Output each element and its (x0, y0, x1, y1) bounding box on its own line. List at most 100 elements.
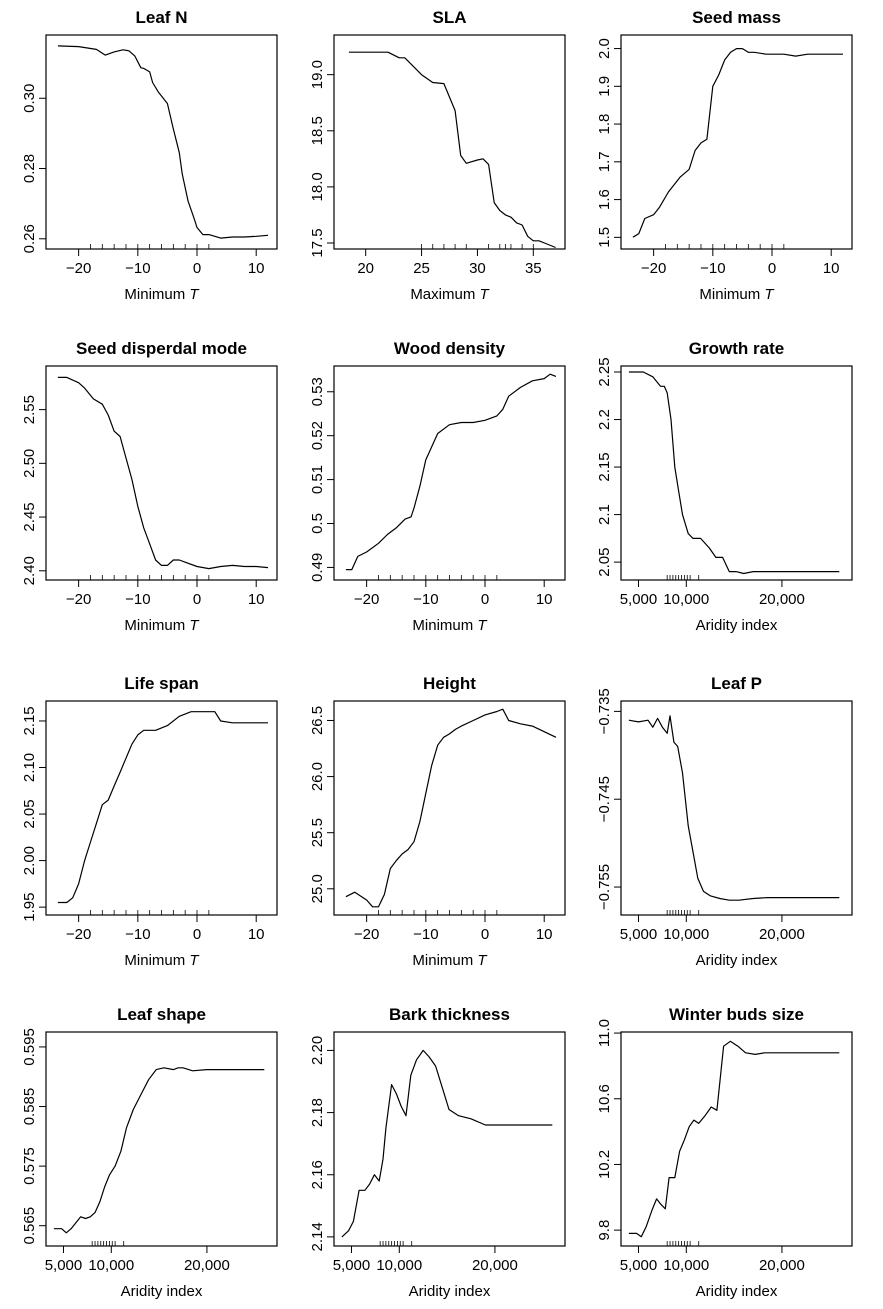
plot-frame (45, 1031, 278, 1247)
y-tick-label: −0.745 (596, 776, 613, 822)
x-tick-label: 10 (536, 591, 553, 608)
x-axis-label: Minimum T (124, 952, 200, 969)
x-tick-label: 20,000 (759, 1257, 805, 1274)
partial-dependence-line (628, 371, 840, 575)
y-tick-label: 1.8 (596, 114, 613, 135)
x-axis-label-text: Minimum (412, 952, 473, 969)
panel-title: Wood density (394, 339, 506, 358)
panel-title: Height (423, 674, 476, 693)
y-tick-label: 0.585 (21, 1088, 38, 1126)
x-tick-label: 20,000 (759, 591, 805, 608)
y-tick-label: 2.50 (21, 449, 38, 478)
partial-dependence-line (345, 373, 557, 571)
y-tick-label: 18.5 (309, 116, 326, 145)
y-tick-label: 1.9 (596, 76, 613, 97)
x-axis-label: Minimum T (124, 617, 200, 634)
y-tick-label: 2.16 (309, 1160, 326, 1189)
y-tick-label: 2.20 (309, 1036, 326, 1065)
x-tick-label: −10 (700, 260, 725, 277)
x-tick-label: −20 (354, 926, 379, 943)
x-axis-label: Minimum T (412, 952, 488, 969)
x-axis-label: Aridity index (696, 952, 778, 969)
y-tick-label: 2.15 (21, 706, 38, 735)
x-tick-label: 10,000 (663, 926, 709, 943)
x-axis-label-text: Aridity index (409, 1283, 491, 1300)
y-tick-label: 11.0 (596, 1019, 613, 1047)
partial-dependence-line (341, 1049, 553, 1238)
y-tick-label: 2.15 (596, 452, 613, 481)
y-tick-label: 10.2 (596, 1150, 613, 1179)
x-axis-label-variable: T (189, 286, 200, 303)
partial-dependence-line (57, 45, 269, 239)
x-axis-label-text: Minimum (124, 286, 185, 303)
y-tick-label: 2.45 (21, 502, 38, 531)
panel-title: Leaf P (711, 674, 762, 693)
y-tick-label: 26.5 (309, 706, 326, 735)
x-tick-label: −20 (66, 260, 91, 277)
y-tick-label: 26.0 (309, 762, 326, 791)
partial-dependence-line (345, 708, 557, 908)
x-tick-label: 35 (525, 260, 542, 277)
x-axis-label-text: Minimum (124, 617, 185, 634)
x-tick-label: 0 (193, 926, 201, 943)
x-tick-label: 20,000 (472, 1257, 518, 1274)
x-tick-label: 0 (193, 260, 201, 277)
y-tick-label: 0.30 (21, 84, 38, 113)
chart-panel-4: Seed disperdal mode −20 −10 0 10 2.40 2.45 2.50… (21, 339, 278, 634)
y-tick-label: −0.735 (596, 688, 613, 734)
x-tick-label: 30 (469, 260, 486, 277)
x-tick-label: −20 (66, 926, 91, 943)
x-axis-label: Maximum T (410, 286, 490, 303)
y-tick-label: 2.05 (596, 548, 613, 577)
x-axis-label-variable: T (189, 952, 200, 969)
y-tick-label: 0.49 (309, 553, 326, 582)
x-tick-label: −10 (125, 926, 150, 943)
x-tick-label: 0 (481, 591, 489, 608)
y-tick-label: 1.5 (596, 227, 613, 248)
panel-title: Growth rate (689, 339, 784, 358)
partial-dependence-line (348, 51, 556, 249)
x-tick-label: 10,000 (663, 591, 709, 608)
chart-panel-8: Height −20 −10 0 10 25.0 25.5 26.0 26.5 Minimum T (309, 674, 566, 969)
x-tick-label: 10,000 (376, 1257, 422, 1274)
x-axis-label-text: Aridity index (696, 1283, 778, 1300)
x-axis-label-text: Minimum (699, 286, 760, 303)
y-tick-label: 19.0 (309, 60, 326, 89)
partial-dependence-line (628, 715, 840, 901)
x-axis-label: Aridity index (121, 1283, 203, 1300)
x-axis-label: Minimum T (699, 286, 775, 303)
x-axis-label: Aridity index (696, 1283, 778, 1300)
x-tick-label: 10 (248, 591, 265, 608)
x-axis-label-text: Minimum (124, 952, 185, 969)
x-tick-label: −10 (125, 260, 150, 277)
x-tick-label: −20 (641, 260, 666, 277)
y-tick-label: 0.53 (309, 377, 326, 406)
x-tick-label: 10 (823, 260, 840, 277)
x-axis-label-variable: T (477, 952, 488, 969)
x-tick-label: 0 (481, 926, 489, 943)
x-axis-label-text: Maximum (410, 286, 475, 303)
plot-frame (333, 365, 566, 581)
x-tick-label: −10 (125, 591, 150, 608)
plot-frame (620, 34, 853, 250)
y-tick-label: 1.95 (21, 893, 38, 922)
x-tick-label: 10,000 (663, 1257, 709, 1274)
x-axis-label-text: Aridity index (696, 952, 778, 969)
plot-frame (333, 1031, 566, 1247)
x-axis-label-variable: T (477, 617, 488, 634)
x-tick-label: 10 (248, 260, 265, 277)
y-tick-label: 0.26 (21, 224, 38, 253)
x-axis-label: Minimum T (412, 617, 488, 634)
panel-title: Seed mass (692, 8, 781, 27)
x-axis-label: Minimum T (124, 286, 200, 303)
x-tick-label: 10 (248, 926, 265, 943)
x-tick-label: −10 (413, 926, 438, 943)
y-tick-label: 2.0 (596, 38, 613, 59)
y-tick-label: 10.6 (596, 1084, 613, 1113)
x-tick-label: 5,000 (620, 591, 658, 608)
y-tick-label: 0.595 (21, 1028, 38, 1066)
plot-frame (620, 700, 853, 916)
y-tick-label: 2.2 (596, 409, 613, 430)
x-tick-label: 20 (357, 260, 374, 277)
plot-frame (333, 34, 566, 250)
